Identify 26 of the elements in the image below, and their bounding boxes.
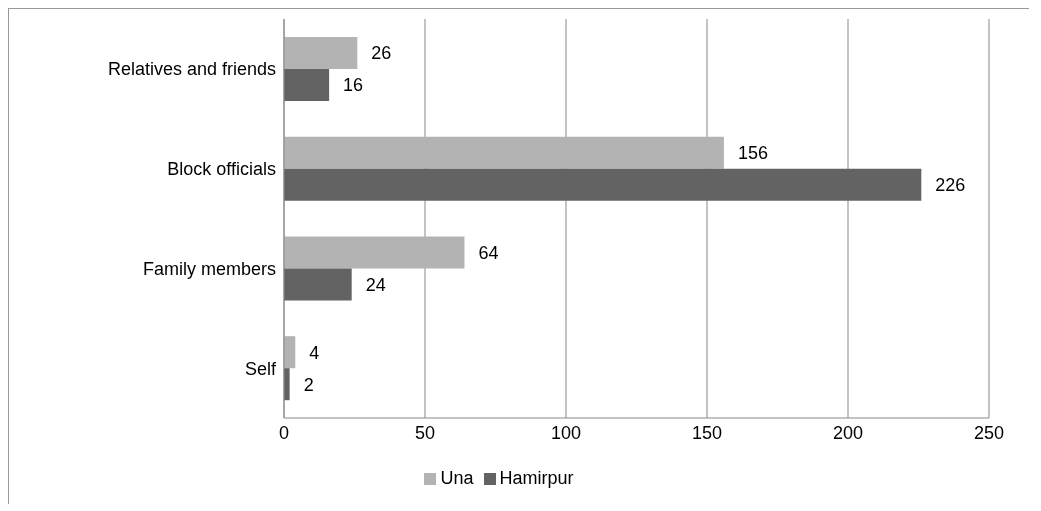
data-label: 156 bbox=[737, 143, 768, 164]
bar bbox=[284, 36, 358, 69]
y-tick-label: Family members bbox=[142, 258, 276, 279]
x-tick-label: 200 bbox=[832, 422, 864, 443]
x-tick-label: 150 bbox=[691, 422, 723, 443]
bar bbox=[284, 68, 330, 101]
legend-label: Hamirpur bbox=[499, 468, 574, 488]
legend-label: Una bbox=[440, 468, 474, 488]
y-tick-label: Relatives and friends bbox=[107, 59, 276, 80]
data-label: 26 bbox=[371, 43, 392, 64]
data-label: 24 bbox=[365, 274, 386, 295]
y-tick-label: Block officials bbox=[167, 159, 276, 180]
data-label: 4 bbox=[309, 342, 320, 363]
bar bbox=[284, 236, 465, 269]
x-tick-label: 250 bbox=[973, 422, 1005, 443]
data-label: 226 bbox=[935, 175, 966, 196]
bar bbox=[284, 168, 922, 201]
data-label: 16 bbox=[343, 75, 364, 96]
x-tick-label: 100 bbox=[550, 422, 582, 443]
x-tick-label: 50 bbox=[414, 422, 436, 443]
data-label: 2 bbox=[303, 374, 314, 395]
bar bbox=[284, 136, 724, 169]
x-tick-label: 0 bbox=[278, 422, 290, 443]
y-tick-label: Self bbox=[244, 358, 277, 379]
bar bbox=[284, 268, 352, 301]
data-label: 64 bbox=[478, 242, 499, 263]
